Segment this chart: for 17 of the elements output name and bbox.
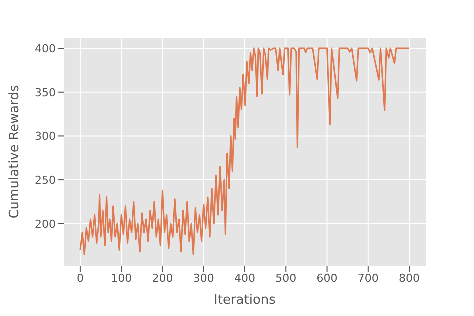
- x-tick-label: 100: [111, 272, 132, 285]
- x-tick-label: 600: [316, 272, 338, 285]
- x-tick-label: 700: [358, 272, 379, 285]
- y-tick-label: 250: [35, 174, 56, 187]
- x-tick-label: 200: [152, 272, 174, 285]
- y-tick-label: 400: [35, 42, 56, 56]
- y-tick-label: 300: [35, 130, 56, 144]
- x-tick-label: 800: [399, 272, 420, 285]
- x-tick-label: 500: [276, 272, 297, 285]
- y-tick-label: 200: [35, 218, 56, 231]
- y-axis-title: Cumulative Rewards: [8, 85, 23, 219]
- x-tick-label: 0: [76, 272, 84, 285]
- x-tick-label: 300: [193, 272, 214, 285]
- y-tick-label: 350: [35, 86, 56, 100]
- line-series: [80, 48, 410, 256]
- x-tick-label: 400: [234, 272, 256, 285]
- x-axis-title: Iterations: [214, 293, 276, 308]
